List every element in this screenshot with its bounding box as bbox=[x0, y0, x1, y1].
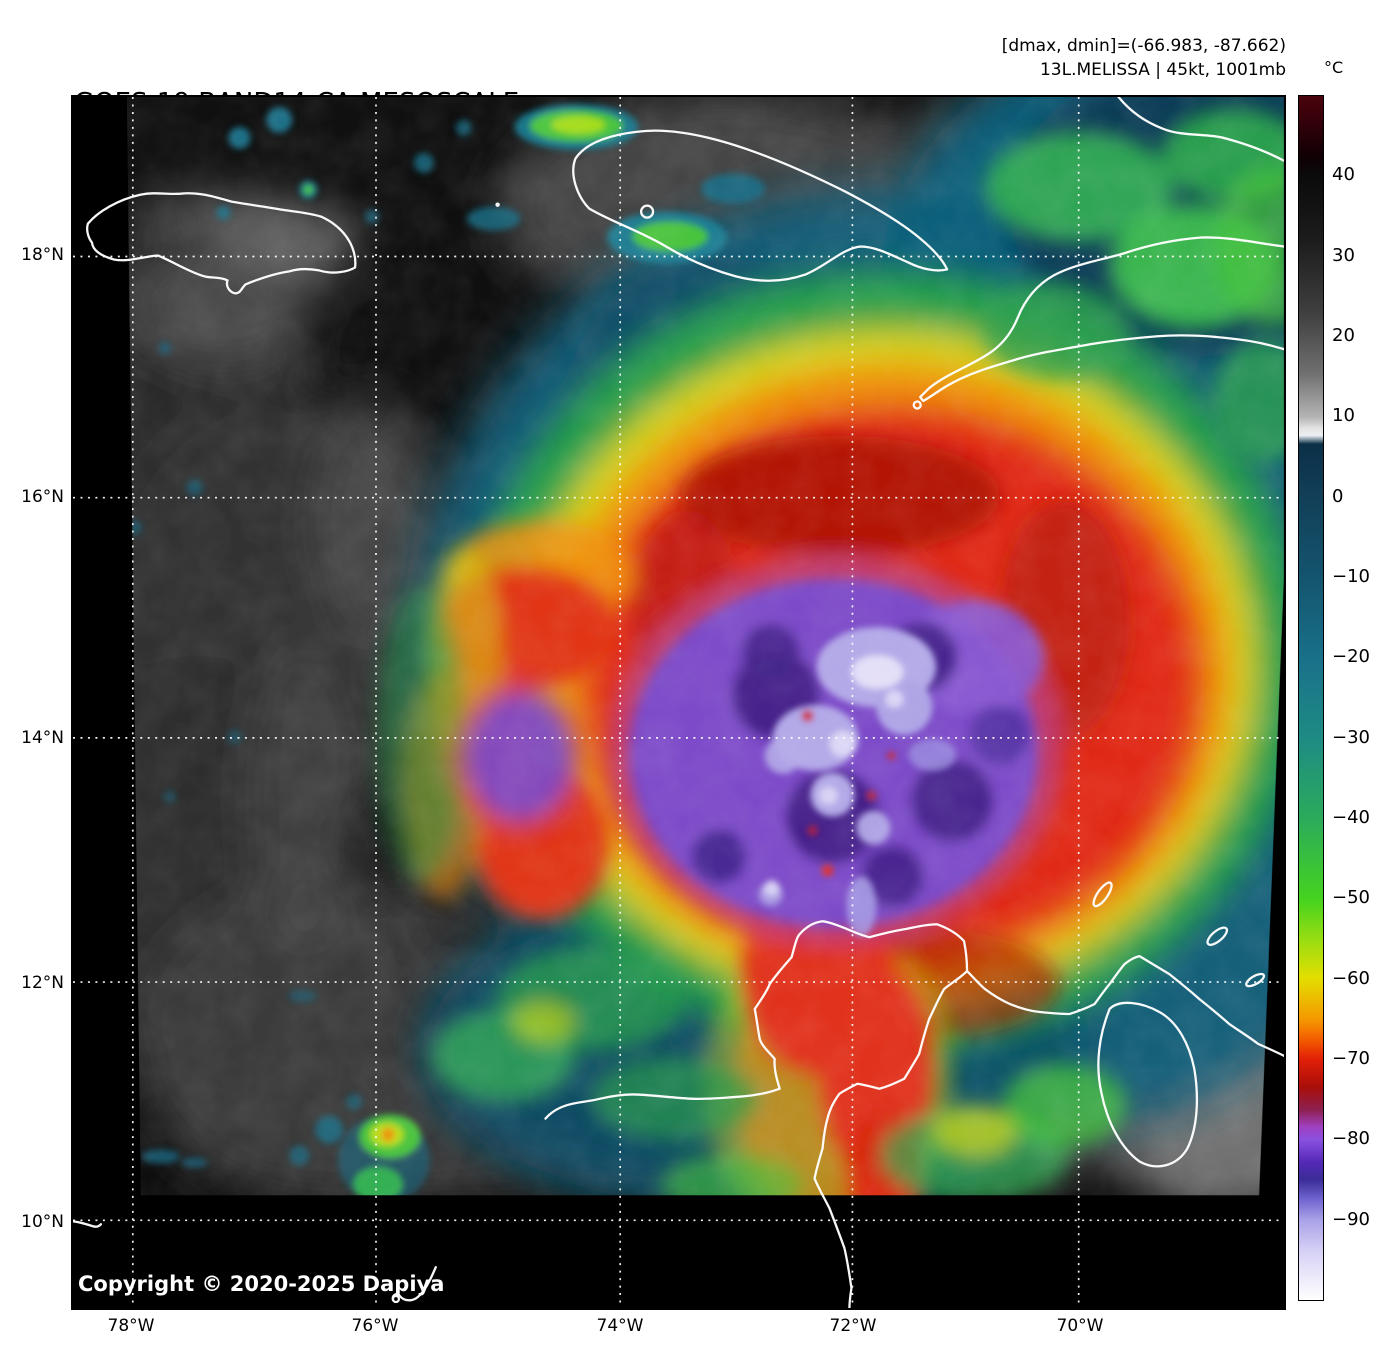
colorbar-tick: −10 bbox=[1332, 566, 1370, 587]
satellite-map bbox=[71, 95, 1286, 1310]
coastline-island-2 bbox=[1206, 926, 1229, 946]
lon-label-78w: 78°W bbox=[107, 1316, 155, 1336]
colorbar-tick: −70 bbox=[1332, 1048, 1370, 1069]
coastline-venezuela bbox=[965, 955, 1284, 1057]
colorbar-tick: −30 bbox=[1332, 727, 1370, 748]
lat-label-16n: 16°N bbox=[21, 487, 64, 507]
coastline-lake-maracaibo bbox=[1097, 1001, 1199, 1168]
coastline-squiggle bbox=[391, 1265, 437, 1302]
stats-block: [dmax, dmin]=(-66.983, -87.662) 13L.MELI… bbox=[1002, 34, 1286, 82]
lat-label-14n: 14°N bbox=[21, 728, 64, 748]
colorbar-tick: 10 bbox=[1332, 405, 1355, 426]
lon-label-72w: 72°W bbox=[829, 1316, 877, 1336]
coastline-hispaniola bbox=[919, 236, 1284, 403]
colorbar-tick: 40 bbox=[1332, 164, 1355, 185]
colorbar-tick: −80 bbox=[1332, 1128, 1370, 1149]
temperature-colorbar bbox=[1298, 95, 1324, 1301]
colorbar-tick: 20 bbox=[1332, 325, 1355, 346]
colorbar-unit-label: °C bbox=[1324, 58, 1344, 77]
cloud-texture-overlay bbox=[126, 97, 1284, 1196]
coastline-squiggle-dot bbox=[391, 1294, 401, 1304]
coastline-speck bbox=[495, 202, 500, 207]
storm-status-note: 13L.MELISSA | 45kt, 1001mb bbox=[1039, 60, 1286, 80]
colorbar-tick: 0 bbox=[1332, 486, 1344, 507]
coastline-hispaniola-north bbox=[1117, 97, 1284, 162]
coastline-island-1 bbox=[1092, 881, 1113, 908]
lat-label-12n: 12°N bbox=[21, 973, 64, 993]
copyright-text: Copyright © 2020-2025 Dapiya bbox=[78, 1272, 445, 1296]
data-region bbox=[126, 97, 1284, 1196]
colorbar-tick: −60 bbox=[1332, 968, 1370, 989]
satellite-image bbox=[73, 97, 1284, 1308]
coastline-island-3 bbox=[1245, 972, 1266, 988]
coastline-cuba bbox=[572, 129, 949, 282]
coastline-south-america bbox=[544, 920, 969, 1308]
coastline-bay-icon bbox=[639, 204, 655, 219]
dmax-dmin-note: [dmax, dmin]=(-66.983, -87.662) bbox=[1001, 36, 1286, 56]
colorbar-tick: −90 bbox=[1332, 1209, 1370, 1230]
coastline-small-island bbox=[912, 400, 922, 410]
lon-label-74w: 74°W bbox=[596, 1316, 644, 1336]
colorbar-tick: −20 bbox=[1332, 646, 1370, 667]
lon-label-76w: 76°W bbox=[351, 1316, 399, 1336]
lat-label-18n: 18°N bbox=[21, 245, 64, 265]
colorbar-tick: 30 bbox=[1332, 245, 1355, 266]
coastlines bbox=[73, 97, 1284, 1308]
lon-label-70w: 70°W bbox=[1056, 1316, 1104, 1336]
colorbar-tick: −50 bbox=[1332, 887, 1370, 908]
coastline-left-stub bbox=[73, 1220, 103, 1228]
lat-label-10n: 10°N bbox=[21, 1212, 64, 1232]
colorbar-tick: −40 bbox=[1332, 807, 1370, 828]
coastline-jamaica bbox=[86, 192, 357, 295]
